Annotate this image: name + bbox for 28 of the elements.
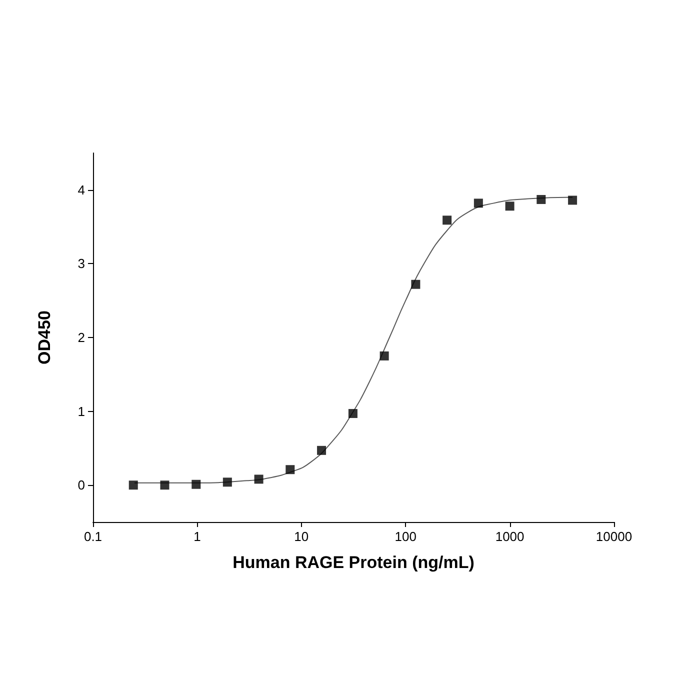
x-tick-label: 1000	[495, 529, 524, 544]
point	[536, 194, 546, 204]
x-tick-label: 10	[294, 529, 309, 544]
point	[254, 474, 264, 484]
y-tick-label: 0	[78, 478, 85, 493]
point	[222, 478, 232, 487]
point	[568, 196, 578, 205]
point	[160, 480, 170, 490]
x-tick-label: 100	[394, 529, 416, 544]
x-axis-title: Human RAGE Protein (ng/mL)	[232, 553, 474, 572]
y-tick-label: 3	[78, 256, 85, 272]
y-tick-label: 4	[78, 182, 85, 198]
point	[192, 480, 201, 489]
x-tick-label: 10000	[596, 529, 632, 544]
point	[128, 480, 138, 490]
y-tick-label: 2	[78, 330, 85, 345]
point	[348, 409, 358, 418]
point	[286, 465, 295, 474]
y-axis-title: OD450	[35, 310, 54, 364]
point	[411, 280, 420, 289]
point	[380, 351, 389, 360]
point	[505, 202, 514, 211]
point	[474, 198, 483, 208]
y-tick-label: 1	[78, 404, 85, 419]
point	[442, 216, 452, 225]
point	[317, 446, 326, 455]
x-tick-label: 1	[194, 529, 201, 544]
x-tick-label: 0.1	[84, 529, 102, 544]
